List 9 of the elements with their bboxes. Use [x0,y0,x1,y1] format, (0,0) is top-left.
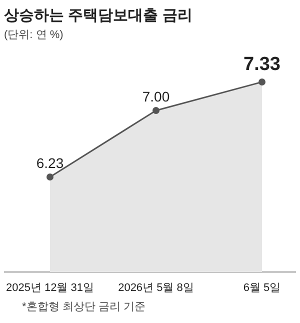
data-label: 6.23 [36,155,64,171]
x-tick-label: 2025년 12월 31일 [6,282,94,294]
data-label: 7.33 [244,54,280,75]
chart-title: 상승하는 주택담보대출 금리 [4,7,192,24]
x-tick-label: 2026년 5월 8일 [118,282,194,294]
annotation: *혼합형 최상단 금리 기준 [22,301,146,313]
data-label: 7.00 [142,88,170,104]
chart-subtitle: (단위: 연 %) [4,29,64,41]
x-tick-label: 6월 5일 [243,282,281,294]
